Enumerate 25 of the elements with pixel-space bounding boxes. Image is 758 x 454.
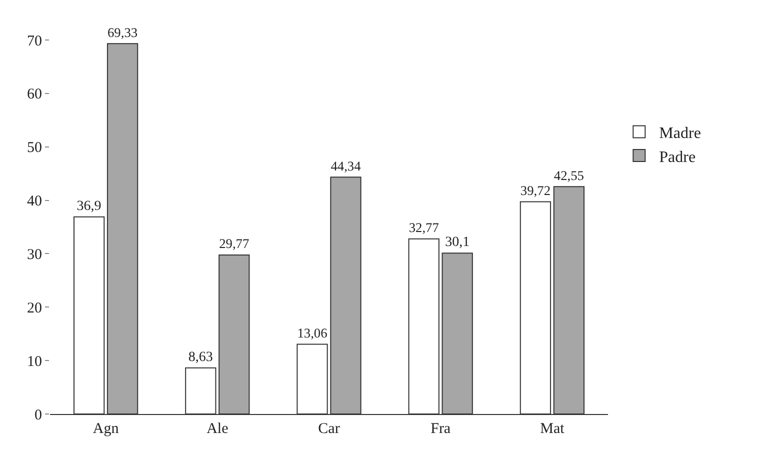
data-label: 32,77 — [408, 220, 440, 236]
data-label: 29,77 — [219, 236, 250, 252]
legend-label: Padre — [659, 148, 696, 166]
data-label: 39,72 — [520, 182, 551, 198]
x-tick-label: Ale — [206, 421, 229, 437]
data-label: 36,9 — [76, 198, 102, 214]
y-tick-label: 10 — [27, 354, 42, 370]
y-tick-label: 0 — [34, 407, 42, 424]
x-tick-label: Agn — [92, 421, 120, 437]
data-label: 42,55 — [554, 168, 584, 183]
y-tick-label: 30 — [27, 246, 42, 263]
data-label: 44,34 — [330, 158, 362, 174]
legend-label: Madre — [659, 124, 701, 142]
x-tick-label: Mat — [540, 421, 566, 437]
y-tick-label: 20 — [27, 300, 42, 316]
data-label: 69,33 — [107, 24, 138, 40]
x-tick-label: Car — [318, 421, 340, 437]
y-tick-label: 60 — [27, 86, 42, 103]
data-label: 8,63 — [188, 350, 213, 365]
y-tick-label: 40 — [27, 194, 42, 210]
data-label: 13,06 — [297, 325, 328, 340]
y-tick-label: 70 — [27, 33, 42, 50]
y-tick-label: 50 — [27, 140, 42, 156]
data-label: 30,1 — [445, 235, 470, 250]
x-tick-label: Fra — [430, 421, 451, 437]
